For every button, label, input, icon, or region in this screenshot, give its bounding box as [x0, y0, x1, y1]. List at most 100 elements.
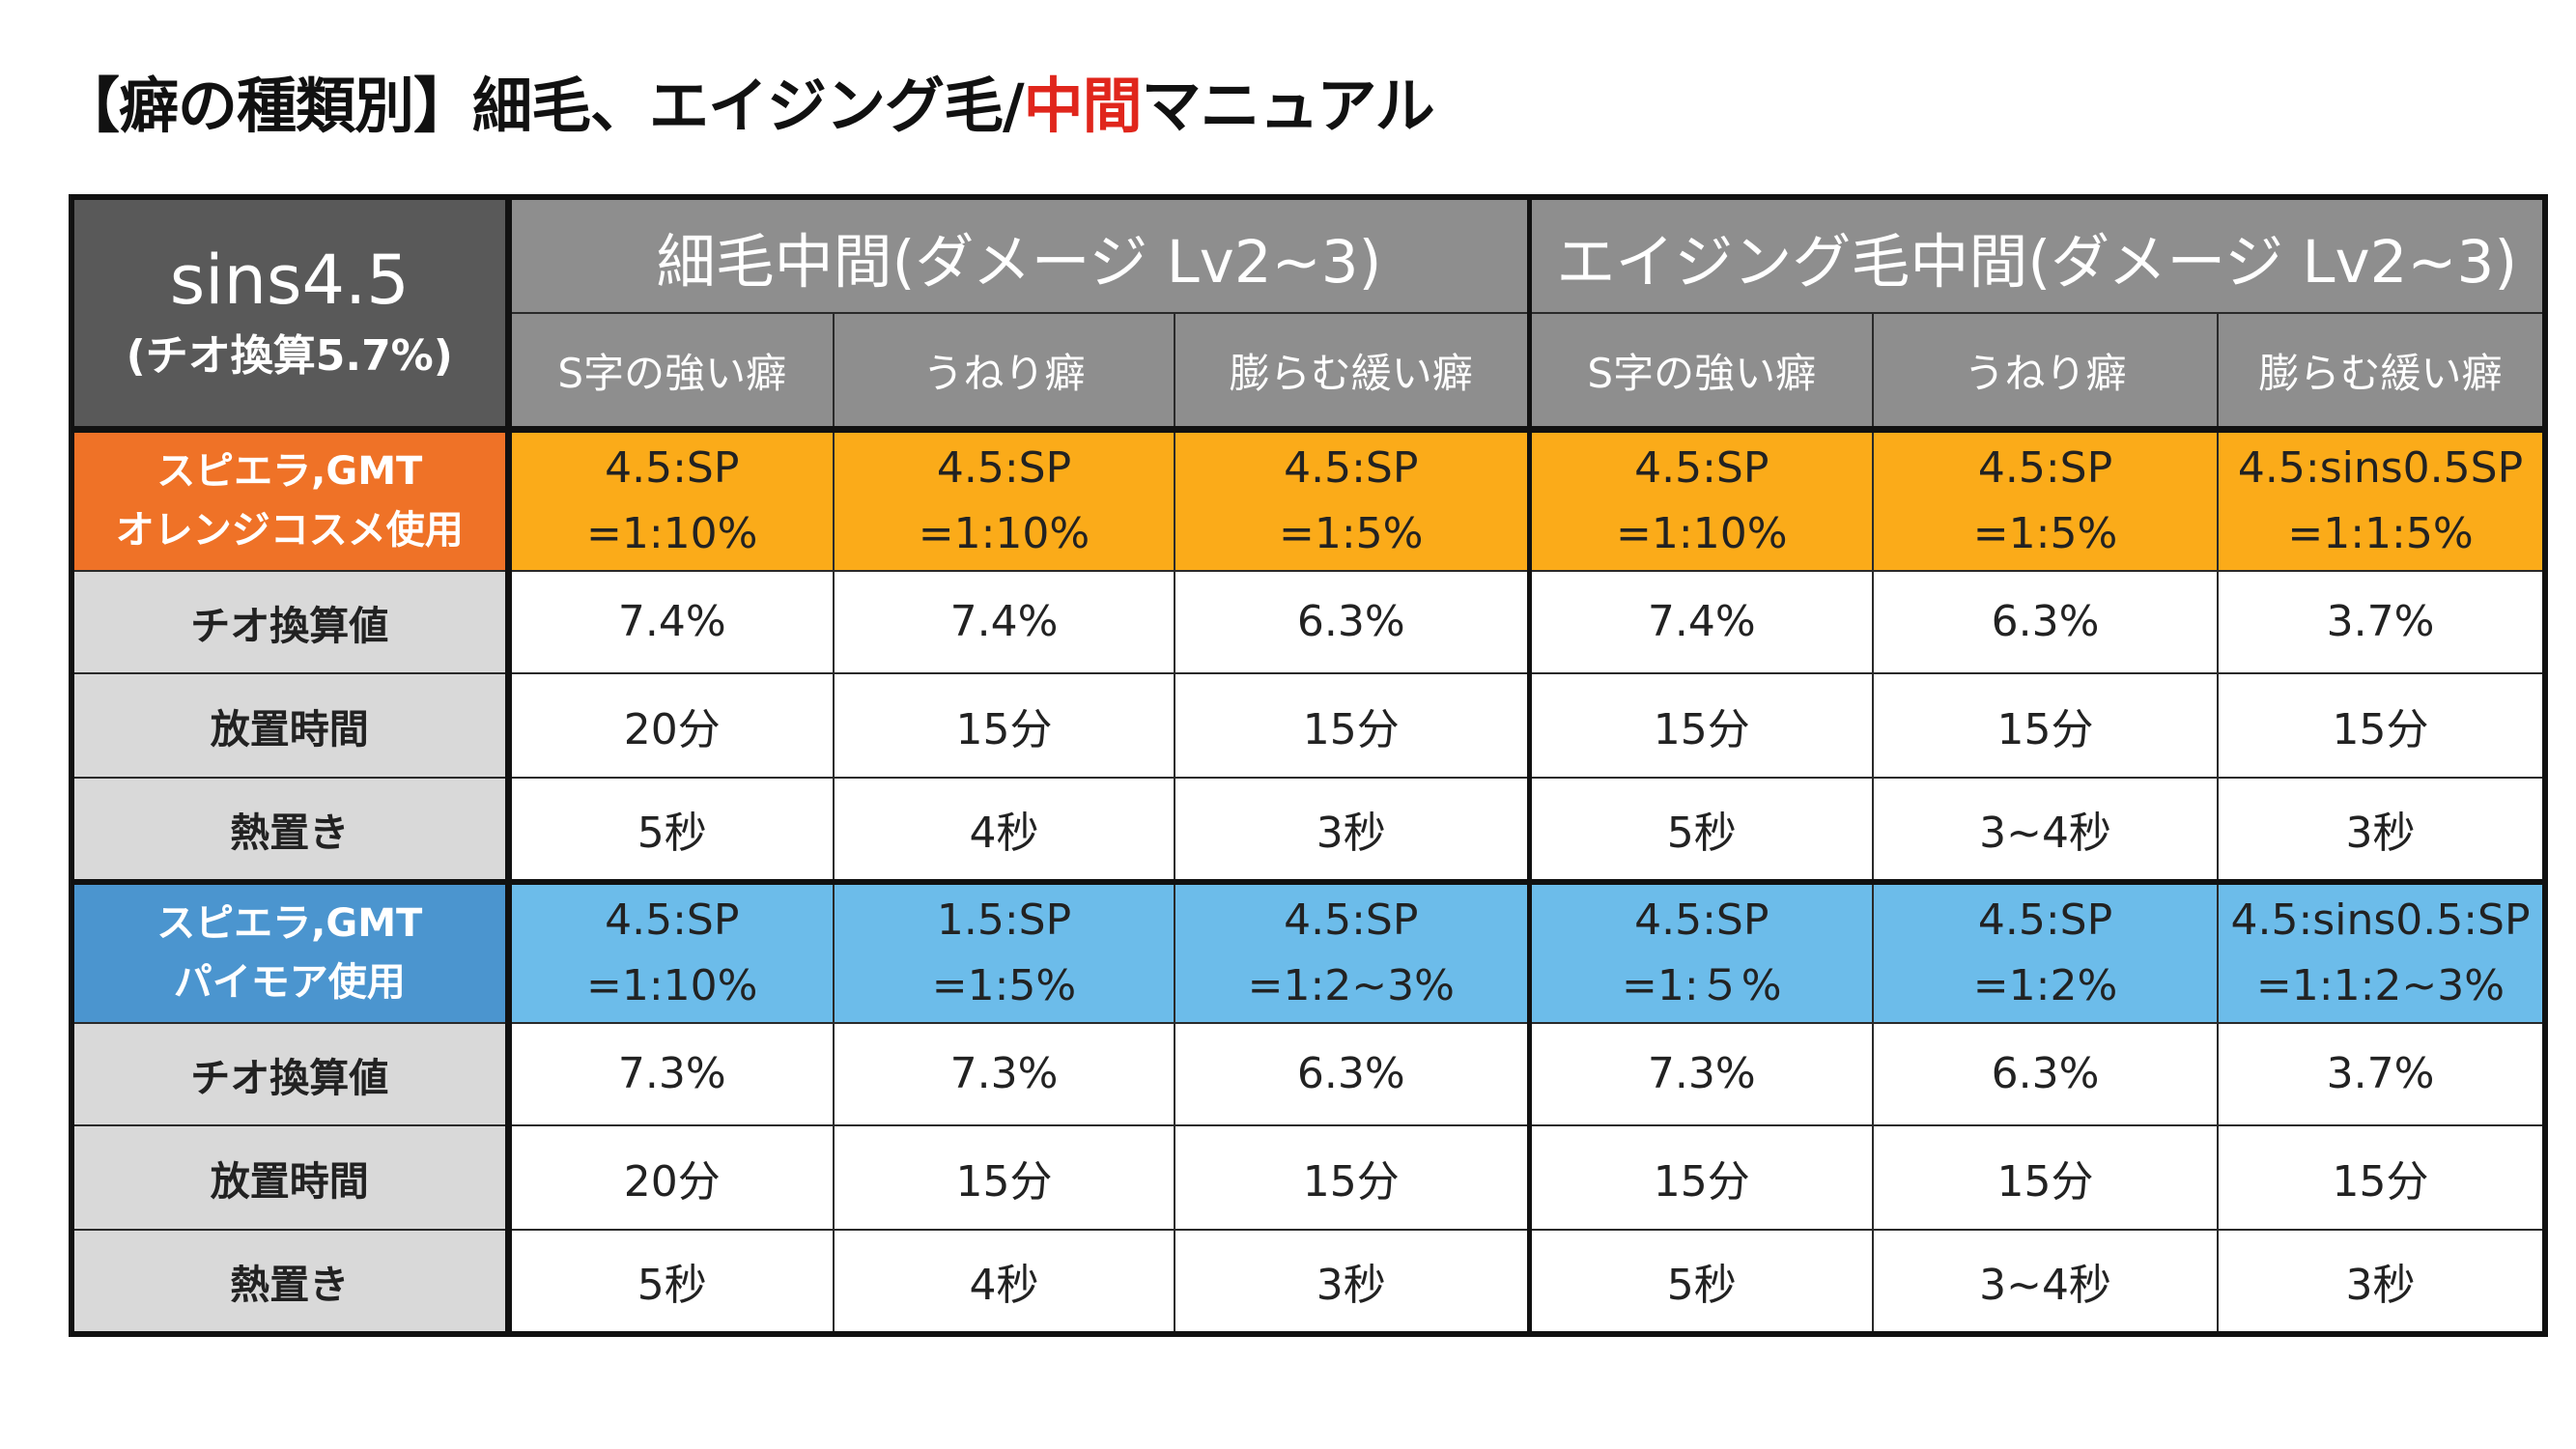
mix-ratio-line: 4.5:sins0.5SP — [2237, 442, 2524, 493]
mix-ratio-line: =1:5% — [931, 960, 1077, 1010]
value-cell: 3.7% — [2217, 1021, 2547, 1126]
value-cell: 5秒 — [507, 776, 835, 885]
mix-ratio-cell: 4.5:SP =1:10% — [833, 428, 1175, 572]
mix-ratio-cell: 4.5:SP =1:10% — [507, 878, 835, 1024]
value-cell: 15分 — [2217, 1123, 2547, 1231]
mix-ratio-line: =1:５% — [1622, 960, 1782, 1010]
value-cell: 7.3% — [833, 1021, 1175, 1126]
mix-ratio-line: 4.5:SP — [1284, 442, 1419, 493]
subheader-cell: S字の強い癖 — [1526, 312, 1875, 433]
value-cell: 6.3% — [1173, 569, 1531, 674]
data-row: チオ換算値 7.3% 7.3% 6.3% 7.3% 6.3% 3.7% — [71, 1021, 2547, 1126]
value-cell: 15分 — [1872, 1123, 2220, 1231]
value-cell: 5秒 — [1526, 1228, 1875, 1337]
value-cell: 20分 — [507, 1123, 835, 1231]
value-cell: 15分 — [833, 1123, 1175, 1231]
data-row: 放置時間 20分 15分 15分 15分 15分 15分 — [71, 671, 2547, 779]
group-header-aging-hair: エイジング毛中間(ダメージ Lv2~3) — [1526, 196, 2547, 314]
subheader-cell: うねり癖 — [833, 312, 1175, 433]
mix-ratio-line: =1:2% — [1972, 960, 2118, 1010]
value-cell: 15分 — [1173, 671, 1531, 779]
data-row: チオ換算値 7.4% 7.4% 6.3% 7.4% 6.3% 3.7% — [71, 569, 2547, 674]
value-cell: 3秒 — [2217, 1228, 2547, 1337]
value-cell: 3.7% — [2217, 569, 2547, 674]
value-cell: 7.3% — [507, 1021, 835, 1126]
mix-ratio-line: 4.5:SP — [1977, 895, 2113, 945]
row-label: 熱置き — [71, 776, 512, 885]
value-cell: 6.3% — [1173, 1021, 1531, 1126]
mix-label: スピエラ,GMT パイモア使用 — [71, 878, 512, 1024]
mix-label-line: スピエラ,GMT — [156, 448, 423, 494]
mix-ratio-cell: 4.5:SP =1:10% — [507, 428, 835, 572]
title-suffix: マニュアル — [1141, 71, 1435, 141]
mix-label: スピエラ,GMT オレンジコスメ使用 — [71, 428, 512, 572]
mix-row: スピエラ,GMT パイモア使用 4.5:SP =1:10% 1.5:SP =1:5% 4.5… — [71, 878, 2547, 1024]
value-cell: 15分 — [1872, 671, 2220, 779]
product-name: sins4.5 — [169, 241, 410, 320]
product-note: (チオ換算5.7%) — [126, 331, 453, 381]
value-cell: 4秒 — [833, 776, 1175, 885]
value-cell: 15分 — [1526, 1123, 1875, 1231]
value-cell: 15分 — [1173, 1123, 1531, 1231]
mix-ratio-cell: 4.5:SP =1:2% — [1872, 878, 2220, 1024]
mix-ratio-line: =1:2~3% — [1247, 960, 1455, 1010]
value-cell: 3秒 — [1173, 776, 1531, 885]
data-row: 放置時間 20分 15分 15分 15分 15分 15分 — [71, 1123, 2547, 1231]
mix-ratio-line: 1.5:SP — [936, 895, 1072, 945]
value-cell: 7.4% — [507, 569, 835, 674]
mix-ratio-line: =1:10% — [586, 960, 758, 1010]
value-cell: 15分 — [833, 671, 1175, 779]
mix-ratio-line: =1:10% — [1616, 508, 1788, 558]
mix-ratio-line: 4.5:SP — [1634, 895, 1769, 945]
row-label: 熱置き — [71, 1228, 512, 1337]
data-row: 熱置き 5秒 4秒 3秒 5秒 3~4秒 3秒 — [71, 776, 2547, 885]
mix-label-line: オレンジコスメ使用 — [115, 507, 464, 553]
mix-ratio-line: 4.5:SP — [605, 895, 740, 945]
mix-ratio-line: =1:10% — [586, 508, 758, 558]
subheader-cell: 膨らむ緩い癖 — [1173, 312, 1531, 433]
data-row: 熱置き 5秒 4秒 3秒 5秒 3~4秒 3秒 — [71, 1228, 2547, 1337]
group-header-fine-hair: 細毛中間(ダメージ Lv2~3) — [506, 196, 1531, 314]
mix-ratio-line: =1:10% — [918, 508, 1090, 558]
mix-label-line: パイモア使用 — [173, 959, 406, 1005]
mix-ratio-line: =1:1:5% — [2287, 508, 2474, 558]
mix-ratio-line: 4.5:SP — [1634, 442, 1769, 493]
row-label: 放置時間 — [71, 671, 512, 779]
mix-ratio-cell: 1.5:SP =1:5% — [833, 878, 1175, 1024]
subheader-cell: うねり癖 — [1872, 312, 2220, 433]
page-title: 【癖の種類別】細毛、エイジング毛/中間マニュアル — [60, 52, 1435, 160]
value-cell: 7.3% — [1526, 1021, 1875, 1126]
mix-ratio-cell: 4.5:sins0.5:SP =1:1:2~3% — [2217, 878, 2547, 1024]
mix-ratio-cell: 4.5:SP =1:5% — [1872, 428, 2220, 572]
mix-ratio-cell: 4.5:sins0.5SP =1:1:5% — [2217, 428, 2547, 572]
mix-ratio-line: 4.5:SP — [936, 442, 1072, 493]
value-cell: 5秒 — [507, 1228, 835, 1337]
value-cell: 3秒 — [2217, 776, 2547, 885]
mix-ratio-cell: 4.5:SP =1:５% — [1526, 878, 1875, 1024]
value-cell: 6.3% — [1872, 1021, 2220, 1126]
title-accent: 中間 — [1023, 71, 1143, 141]
value-cell: 7.4% — [1526, 569, 1875, 674]
mix-ratio-cell: 4.5:SP =1:10% — [1526, 428, 1875, 572]
row-label: チオ換算値 — [71, 1021, 512, 1126]
value-cell: 3~4秒 — [1872, 1228, 2220, 1337]
title-prefix: 【癖の種類別】細毛、エイジング毛/ — [60, 71, 1025, 141]
row-label: 放置時間 — [71, 1123, 512, 1231]
manual-table: sins4.5 (チオ換算5.7%) 細毛中間(ダメージ Lv2~3) エイジン… — [69, 194, 2549, 1337]
subheader-cell: S字の強い癖 — [507, 312, 835, 433]
mix-ratio-cell: 4.5:SP =1:2~3% — [1173, 878, 1531, 1024]
value-cell: 5秒 — [1526, 776, 1875, 885]
mix-ratio-line: 4.5:SP — [1284, 895, 1419, 945]
mix-ratio-cell: 4.5:SP =1:5% — [1173, 428, 1531, 572]
mix-ratio-line: 4.5:sins0.5:SP — [2230, 895, 2531, 945]
subheader-row: S字の強い癖 うねり癖 膨らむ緩い癖 S字の強い癖 うねり癖 膨らむ緩い癖 — [71, 312, 2547, 433]
corner-cell: sins4.5 (チオ換算5.7%) — [71, 196, 512, 433]
subheader-cell: 膨らむ緩い癖 — [2217, 312, 2547, 433]
value-cell: 20分 — [507, 671, 835, 779]
value-cell: 3秒 — [1173, 1228, 1531, 1337]
value-cell: 3~4秒 — [1872, 776, 2220, 885]
mix-ratio-line: =1:1:2~3% — [2255, 960, 2505, 1010]
value-cell: 15分 — [2217, 671, 2547, 779]
value-cell: 7.4% — [833, 569, 1175, 674]
value-cell: 6.3% — [1872, 569, 2220, 674]
